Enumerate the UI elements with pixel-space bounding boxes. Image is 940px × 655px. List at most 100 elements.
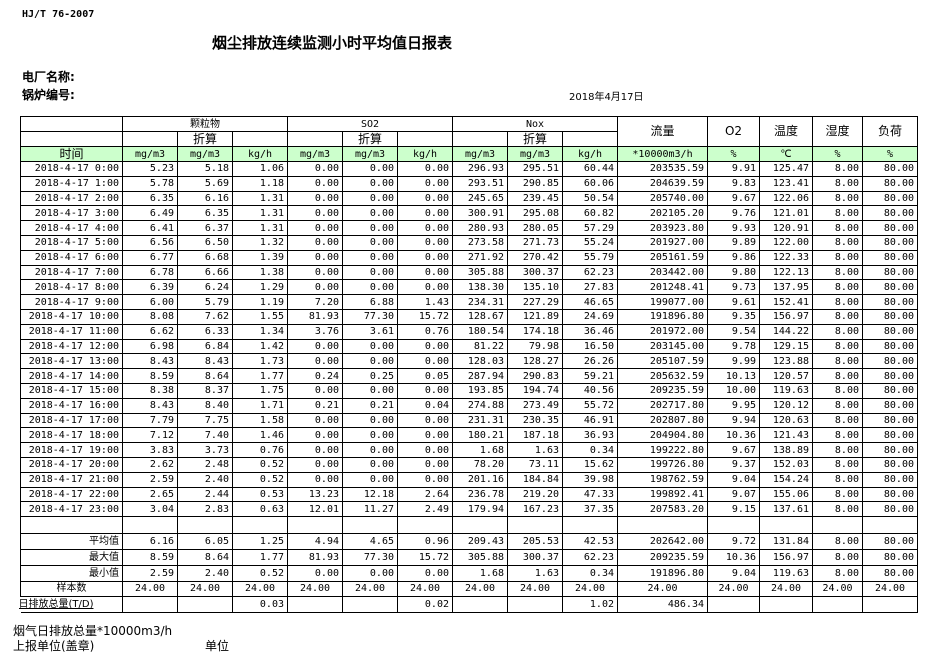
header-blank xyxy=(20,116,123,132)
value-cell: 300.37 xyxy=(507,264,563,281)
row-label: 2018-4-17 20:00 xyxy=(20,456,123,473)
header-blank xyxy=(232,131,288,147)
value-cell: 0.76 xyxy=(397,323,453,340)
empty-cell xyxy=(397,516,453,535)
value-cell: 79.98 xyxy=(507,338,563,355)
table-row: 2018-4-17 22:00 2.65 2.44 0.53 13.23 12.18 2.6… xyxy=(20,486,918,503)
value-cell: 305.88 xyxy=(452,264,508,281)
value-cell: 2.62 xyxy=(122,456,178,473)
value-cell: 0.00 xyxy=(342,353,398,370)
value-cell: 81.22 xyxy=(452,338,508,355)
value-cell: 1.18 xyxy=(232,175,288,192)
value-cell: 10.00 xyxy=(707,382,760,399)
value-cell: 5.78 xyxy=(122,175,178,192)
row-label: 2018-4-17 14:00 xyxy=(20,368,123,384)
value-cell: 8.00 xyxy=(812,323,863,340)
table-row: 2018-4-17 23:00 3.04 2.83 0.63 12.01 11.27 2.4… xyxy=(20,501,918,518)
header-so2: SO2 xyxy=(287,116,453,132)
value-cell: 1.63 xyxy=(507,442,563,458)
value-cell: 0.00 xyxy=(287,205,343,222)
value-cell xyxy=(342,596,398,614)
value-cell: 80.00 xyxy=(862,175,918,192)
value-cell: 8.00 xyxy=(812,397,863,414)
value-cell: 80.00 xyxy=(862,412,918,429)
value-cell: 137.61 xyxy=(759,501,813,518)
value-cell: 80.00 xyxy=(862,279,918,296)
value-cell: 0.00 xyxy=(342,338,398,355)
unit-cell: % xyxy=(707,146,760,162)
value-cell: 202642.00 xyxy=(617,533,708,550)
value-cell: 9.94 xyxy=(707,412,760,429)
value-cell: 1.32 xyxy=(232,234,288,251)
table-row: 2018-4-17 17:00 7.79 7.75 1.58 0.00 0.00 0.00 2… xyxy=(20,412,918,429)
value-cell: 1.29 xyxy=(232,279,288,296)
row-label: 2018-4-17 7:00 xyxy=(20,264,123,281)
value-cell: 24.00 xyxy=(287,580,343,598)
value-cell xyxy=(122,596,178,614)
value-cell: 0.02 xyxy=(397,596,453,614)
unit-cell: % xyxy=(862,146,918,162)
value-cell: 9.93 xyxy=(707,220,760,236)
table-row: 2018-4-17 5:00 6.56 6.50 1.32 0.00 0.00 0.00 27… xyxy=(20,234,918,251)
value-cell: 7.40 xyxy=(177,427,233,444)
value-cell: 0.00 xyxy=(397,338,453,355)
value-cell: 3.04 xyxy=(122,501,178,518)
value-cell: 0.52 xyxy=(232,471,288,488)
value-cell: 199726.80 xyxy=(617,456,708,473)
empty-cell xyxy=(812,516,863,535)
value-cell: 16.50 xyxy=(562,338,618,355)
value-cell: 280.93 xyxy=(452,220,508,236)
value-cell: 6.62 xyxy=(122,323,178,340)
value-cell: 24.00 xyxy=(759,580,813,598)
value-cell: 122.33 xyxy=(759,249,813,266)
value-cell: 6.05 xyxy=(177,533,233,550)
value-cell: 236.78 xyxy=(452,486,508,503)
value-cell: 6.49 xyxy=(122,205,178,222)
value-cell: 199892.41 xyxy=(617,486,708,503)
value-cell: 47.33 xyxy=(562,486,618,503)
value-cell: 0.00 xyxy=(397,279,453,296)
value-cell: 156.97 xyxy=(759,548,813,566)
value-cell: 15.62 xyxy=(562,456,618,473)
value-cell: 55.24 xyxy=(562,234,618,251)
value-cell: 5.18 xyxy=(177,161,233,177)
value-cell: 0.00 xyxy=(397,264,453,281)
value-cell: 36.46 xyxy=(562,323,618,340)
value-cell: 0.00 xyxy=(342,471,398,488)
value-cell: 8.00 xyxy=(812,161,863,177)
value-cell: 0.00 xyxy=(287,471,343,488)
table-row: 2018-4-17 9:00 6.00 5.79 1.19 7.20 6.88 1.43 23… xyxy=(20,294,918,310)
value-cell: 8.00 xyxy=(812,501,863,518)
standard-code: HJ/T 76-2007 xyxy=(22,9,95,20)
value-cell: 6.98 xyxy=(122,338,178,355)
value-cell xyxy=(707,596,760,614)
summary-row: 最大值 8.59 8.64 1.77 81.93 77.30 15.72 305.88 300.… xyxy=(20,548,918,566)
value-cell: 2.48 xyxy=(177,456,233,473)
value-cell: 0.00 xyxy=(342,442,398,458)
table-row: 2018-4-17 12:00 6.98 6.84 1.42 0.00 0.00 0.00 8… xyxy=(20,338,918,355)
value-cell: 9.99 xyxy=(707,353,760,370)
value-cell: 219.20 xyxy=(507,486,563,503)
value-cell: 0.00 xyxy=(287,353,343,370)
value-cell: 0.00 xyxy=(342,427,398,444)
value-cell: 80.00 xyxy=(862,501,918,518)
value-cell: 1.31 xyxy=(232,205,288,222)
table-row: 2018-4-17 0:00 5.23 5.18 1.06 0.00 0.00 0.00 29… xyxy=(20,161,918,177)
value-cell: 121.89 xyxy=(507,308,563,325)
empty-cell xyxy=(20,516,123,535)
value-cell: 0.00 xyxy=(287,234,343,251)
table-row: 2018-4-17 1:00 5.78 5.69 1.18 0.00 0.00 0.00 29… xyxy=(20,175,918,192)
value-cell: 80.00 xyxy=(862,427,918,444)
empty-cell xyxy=(232,516,288,535)
header-blank xyxy=(122,131,178,147)
value-cell: 6.56 xyxy=(122,234,178,251)
blank-row xyxy=(20,516,918,535)
value-cell: 80.00 xyxy=(862,486,918,503)
value-cell: 2.40 xyxy=(177,564,233,582)
value-cell: 9.95 xyxy=(707,397,760,414)
value-cell: 230.35 xyxy=(507,412,563,429)
value-cell: 0.00 xyxy=(287,442,343,458)
value-cell: 180.54 xyxy=(452,323,508,340)
row-label: 2018-4-17 21:00 xyxy=(20,471,123,488)
value-cell: 121.01 xyxy=(759,205,813,222)
